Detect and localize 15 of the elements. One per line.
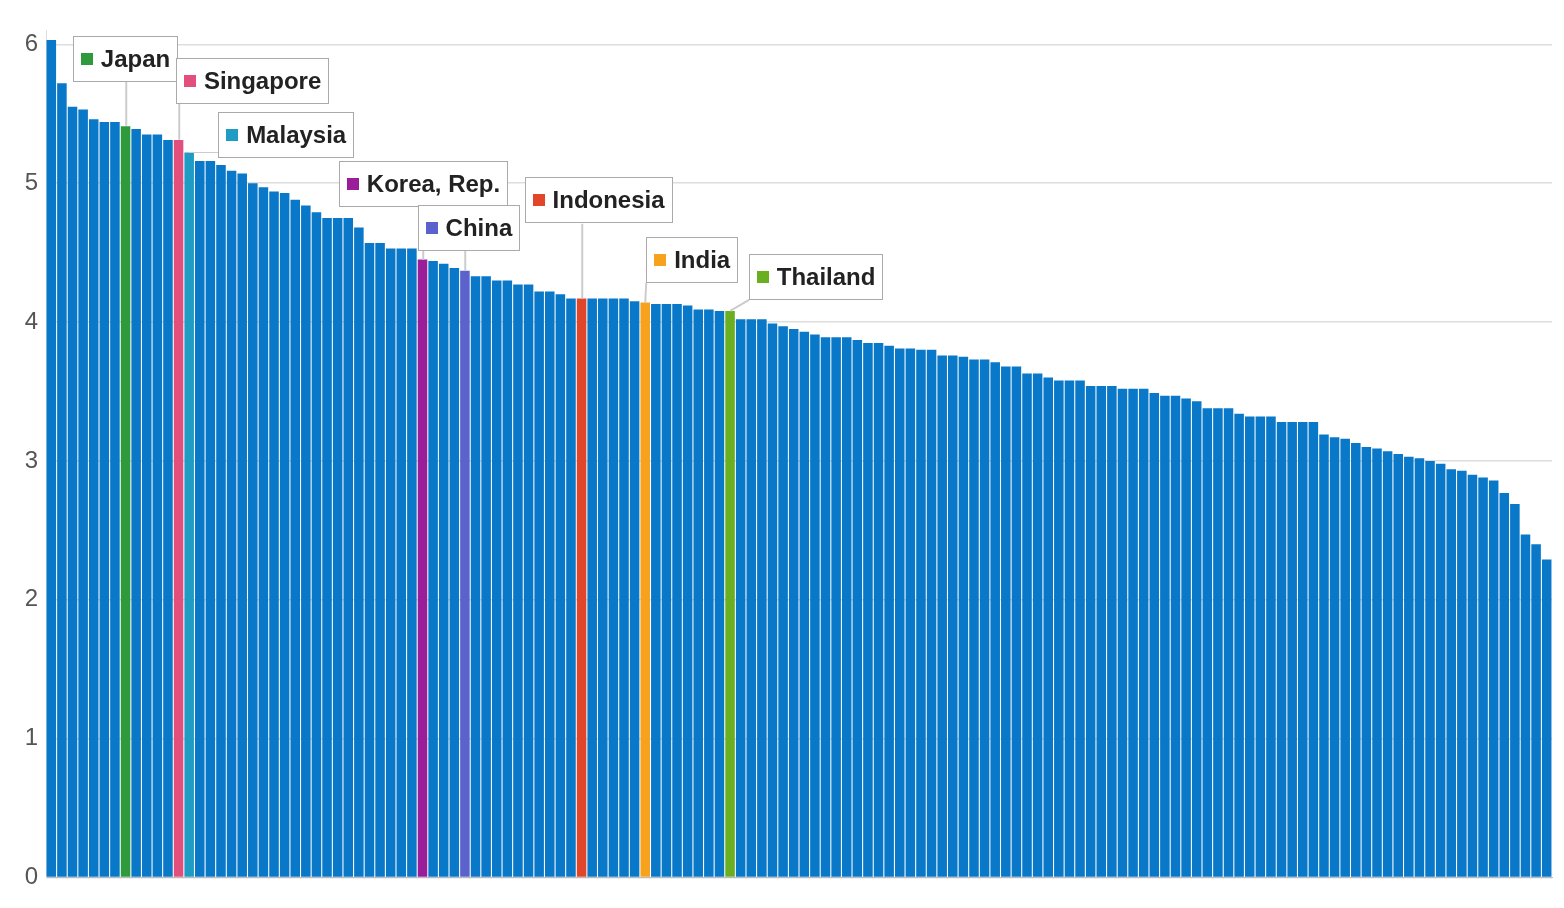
- y-tick-label: 0: [24, 862, 38, 890]
- y-tick-label: 6: [24, 28, 38, 56]
- y-tick-label: 4: [24, 306, 38, 334]
- legend-label: Malaysia: [246, 120, 347, 149]
- legend-label: Singapore: [203, 67, 322, 96]
- legend-label: Thailand: [776, 262, 876, 291]
- y-tick-label: 2: [24, 584, 38, 612]
- legend-label: Japan: [100, 45, 171, 74]
- legend-label: Korea, Rep.: [366, 169, 501, 198]
- legend-label: Indonesia: [552, 186, 665, 215]
- y-tick-label: 5: [24, 167, 38, 195]
- legend-label: India: [674, 245, 731, 274]
- y-tick-label: 3: [24, 445, 38, 473]
- y-tick-label: 1: [24, 723, 38, 751]
- legend-label: China: [445, 213, 513, 242]
